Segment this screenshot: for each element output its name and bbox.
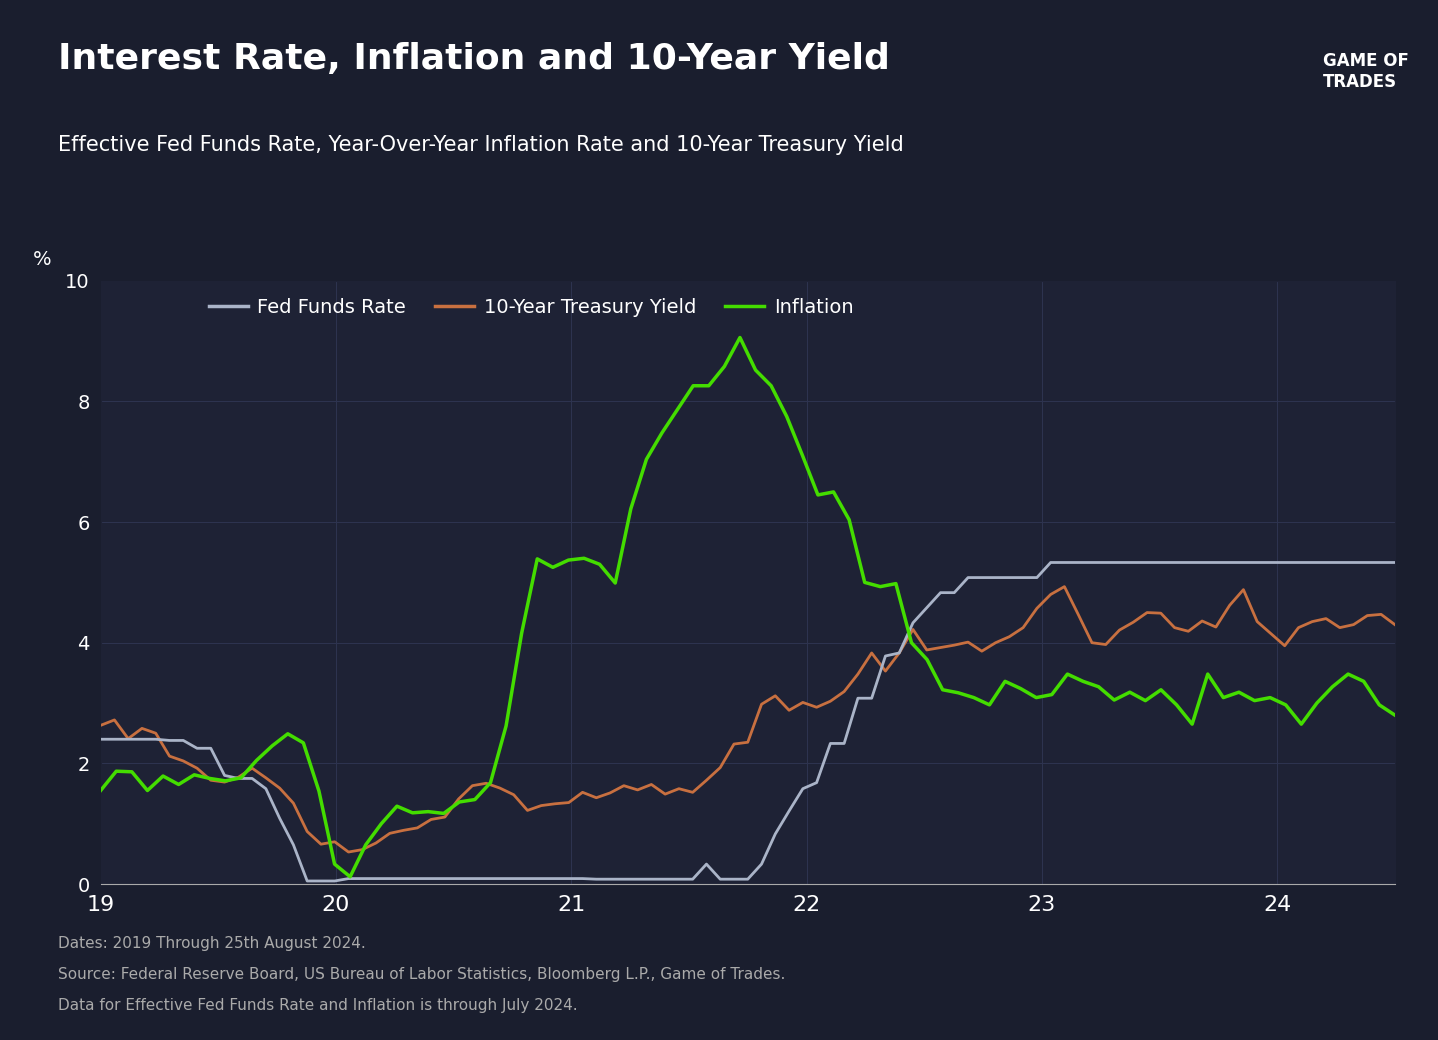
21 — [1106, 694, 1123, 706]
20 — [1070, 608, 1087, 621]
Text: Dates: 2019 Through 25th August 2024.: Dates: 2019 Through 25th August 2024. — [58, 936, 365, 951]
20 — [986, 636, 1004, 649]
20 — [1083, 636, 1100, 649]
Text: Data for Effective Fed Funds Rate and Inflation is through July 2024.: Data for Effective Fed Funds Rate and In… — [58, 998, 577, 1013]
21 — [170, 778, 187, 790]
21 — [1386, 709, 1403, 722]
19 — [339, 873, 357, 885]
Legend: Fed Funds Rate, 10-Year Treasury Yield, Inflation: Fed Funds Rate, 10-Year Treasury Yield, … — [201, 290, 861, 326]
19 — [147, 733, 164, 746]
21 — [684, 380, 702, 392]
19 — [1043, 556, 1060, 569]
19 — [1386, 556, 1403, 569]
Text: Interest Rate, Inflation and 10-Year Yield: Interest Rate, Inflation and 10-Year Yie… — [58, 42, 889, 76]
19 — [92, 733, 109, 746]
20 — [339, 846, 357, 858]
20 — [1014, 622, 1031, 634]
21 — [108, 765, 125, 778]
20 — [1055, 580, 1073, 593]
20 — [326, 835, 344, 848]
19 — [299, 875, 316, 887]
20 — [147, 727, 164, 739]
20 — [92, 719, 109, 731]
Text: %: % — [33, 250, 52, 268]
Text: GAME OF
TRADES: GAME OF TRADES — [1323, 52, 1409, 90]
Text: Source: Federal Reserve Board, US Bureau of Labor Statistics, Bloomberg L.P., Ga: Source: Federal Reserve Board, US Bureau… — [58, 967, 785, 982]
Line: 19: 19 — [101, 563, 1395, 881]
19 — [986, 571, 1004, 583]
21 — [732, 332, 749, 344]
20 — [1386, 619, 1403, 631]
Line: 20: 20 — [101, 587, 1395, 852]
21 — [762, 380, 779, 392]
Text: Effective Fed Funds Rate, Year-Over-Year Inflation Rate and 10-Year Treasury Yie: Effective Fed Funds Rate, Year-Over-Year… — [58, 135, 903, 155]
Line: 21: 21 — [101, 338, 1395, 877]
19 — [1070, 556, 1087, 569]
21 — [1168, 699, 1185, 711]
19 — [1014, 571, 1031, 583]
21 — [92, 784, 109, 797]
19 — [1083, 556, 1100, 569]
21 — [341, 870, 358, 883]
